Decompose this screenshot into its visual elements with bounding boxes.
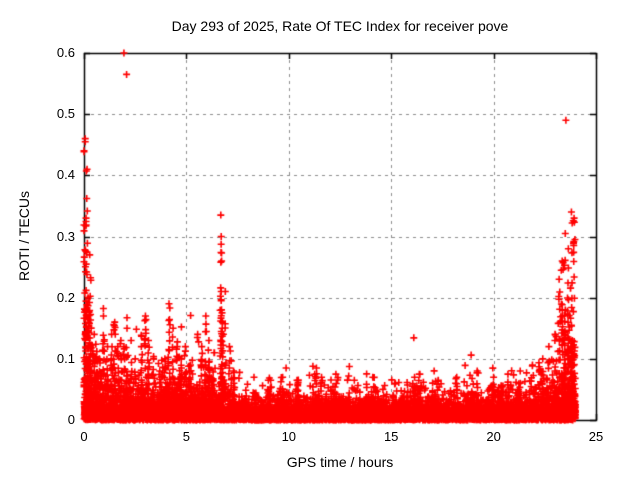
x-axis-label: GPS time / hours <box>286 454 394 470</box>
y-tick-label: 0.1 <box>56 350 75 366</box>
x-tick-label: 5 <box>182 429 190 444</box>
x-tick-label: 25 <box>588 429 604 444</box>
chart-title: Day 293 of 2025, Rate Of TEC Index for r… <box>171 18 509 34</box>
y-tick-label: 0 <box>67 412 75 427</box>
y-tick-label: 0.6 <box>56 45 75 60</box>
y-tick-label: 0.5 <box>56 106 75 122</box>
y-tick-label: 0.2 <box>56 289 75 305</box>
x-tick-label: 15 <box>383 429 399 444</box>
x-tick-label: 10 <box>281 429 297 444</box>
x-tick-label: 0 <box>80 429 88 444</box>
y-tick-label: 0.3 <box>56 228 75 244</box>
x-tick-label: 20 <box>486 429 501 444</box>
y-tick-label: 0.4 <box>56 167 75 183</box>
